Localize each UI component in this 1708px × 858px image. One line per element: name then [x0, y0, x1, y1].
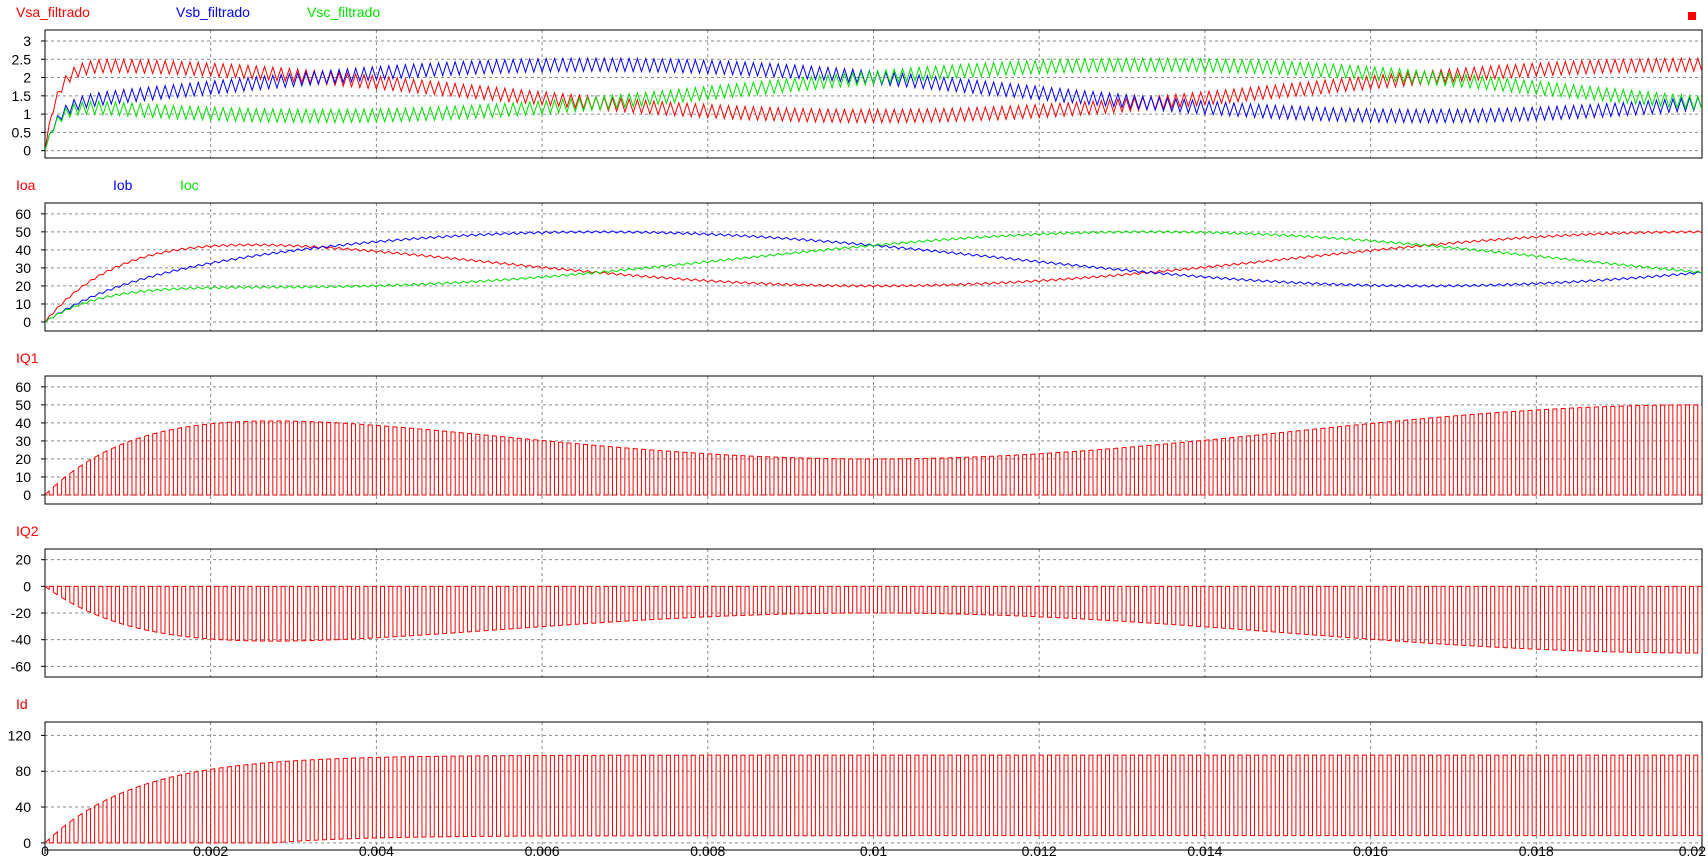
chart-panel-1: 0 0.5 1 1.5 2 2.5 3 Vsa_filtrado Vsb_filtrado Vsc… — [12, 4, 1703, 159]
x-tick-label: 0.018 — [1519, 843, 1554, 858]
y-tick-label: 2.5 — [12, 51, 32, 67]
chart-panels: 0 0.5 1 1.5 2 2.5 3 Vsa_filtrado Vsb_filtrado Vsc… — [8, 4, 1703, 851]
y-tick-label: 0 — [23, 314, 31, 330]
y-tick-label: 60 — [15, 379, 31, 395]
y-tick-label: 50 — [15, 397, 31, 413]
x-tick-label: 0.004 — [359, 843, 394, 858]
x-tick-label: 0.008 — [690, 843, 725, 858]
series-line-vsc_filtrado — [45, 56, 1702, 151]
x-tick-label: 0.012 — [1022, 843, 1057, 858]
y-tick-label: 20 — [15, 451, 31, 467]
legend-ioa[interactable]: Ioa — [16, 177, 36, 193]
y-tick-label: 0 — [23, 487, 31, 503]
y-tick-label: 40 — [15, 415, 31, 431]
legend-id[interactable]: Id — [16, 696, 28, 712]
legend-iq1[interactable]: IQ1 — [16, 350, 39, 366]
y-tick-label: -20 — [11, 605, 31, 621]
y-tick-label: 0.5 — [12, 124, 32, 140]
y-tick-label: 80 — [15, 763, 31, 779]
legend-ioc[interactable]: Ioc — [180, 177, 199, 193]
y-tick-label: 20 — [15, 278, 31, 294]
y-tick-label: 1 — [23, 106, 31, 122]
chart-panel-4: -60 -40 -20 0 20 IQ2 — [11, 523, 1703, 678]
x-tick-label: 0.02 — [1679, 843, 1706, 858]
legend-iob[interactable]: Iob — [113, 177, 133, 193]
y-tick-label: 10 — [15, 296, 31, 312]
series-line-id — [45, 754, 1702, 844]
plot-frame — [44, 29, 1703, 159]
series-line-iq1 — [45, 404, 1702, 496]
chart-panel-5: 0 40 80 120 Id — [8, 696, 1703, 851]
legend-vsc_filtrado[interactable]: Vsc_filtrado — [307, 4, 380, 20]
x-tick-label: 0.01 — [860, 843, 887, 858]
legend-iq2[interactable]: IQ2 — [16, 523, 39, 539]
y-tick-label: 0 — [23, 835, 31, 851]
x-tick-label: 0.006 — [525, 843, 560, 858]
x-tick-label: 0.002 — [193, 843, 228, 858]
chart-panel-2: 0 10 20 30 40 50 60 Ioa Iob Ioc — [15, 177, 1703, 332]
y-tick-label: 40 — [15, 242, 31, 258]
legend-vsb_filtrado[interactable]: Vsb_filtrado — [176, 4, 250, 20]
x-tick-label: 0.016 — [1353, 843, 1388, 858]
legend-vsa_filtrado[interactable]: Vsa_filtrado — [16, 4, 90, 20]
chart-panel-3: 0 10 20 30 40 50 60 IQ1 — [15, 350, 1703, 505]
y-tick-label: -60 — [11, 658, 31, 674]
y-tick-label: 40 — [15, 799, 31, 815]
y-tick-label: 30 — [15, 433, 31, 449]
x-tick-label: 0.014 — [1187, 843, 1222, 858]
y-tick-label: 3 — [23, 33, 31, 49]
y-tick-label: 50 — [15, 224, 31, 240]
series-line-ioc — [45, 230, 1702, 324]
series-line-iq2 — [45, 585, 1702, 654]
x-tick-label: 0 — [41, 843, 49, 858]
y-tick-label: 1.5 — [12, 88, 32, 104]
y-tick-label: 0 — [23, 578, 31, 594]
y-tick-label: 10 — [15, 469, 31, 485]
y-tick-label: -40 — [11, 632, 31, 648]
y-tick-label: 30 — [15, 260, 31, 276]
plot-frame — [44, 202, 1703, 332]
x-axis: 0 0.002 0.004 0.006 0.008 0.01 0.012 0.014 0.016… — [41, 843, 1706, 858]
y-tick-label: 60 — [15, 206, 31, 222]
y-tick-label: 2 — [23, 70, 31, 86]
corner-marker[interactable] — [1688, 12, 1696, 20]
y-tick-label: 120 — [8, 727, 32, 743]
y-tick-label: 20 — [15, 552, 31, 568]
y-tick-label: 0 — [23, 143, 31, 159]
